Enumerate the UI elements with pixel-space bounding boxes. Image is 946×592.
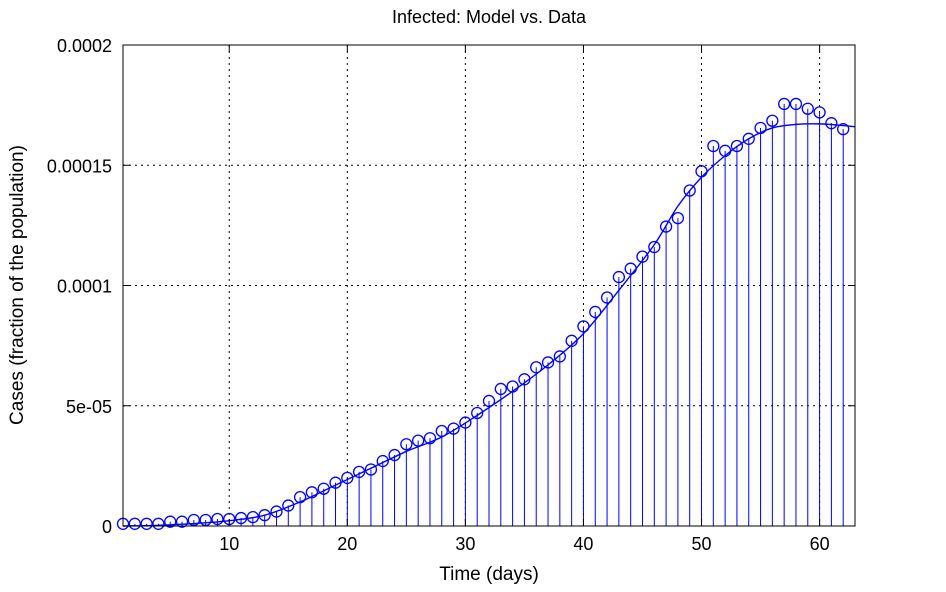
data-point <box>778 97 791 111</box>
data-point <box>423 432 437 445</box>
data-point <box>459 416 472 429</box>
data-point <box>730 139 744 153</box>
data-point <box>648 240 661 254</box>
x-tick-label: 40 <box>573 534 593 554</box>
data-point <box>825 117 838 130</box>
data-point <box>494 382 507 396</box>
y-tick-label: 0 <box>102 517 112 537</box>
data-point <box>164 515 177 528</box>
data-point <box>305 486 319 499</box>
data-point <box>258 509 271 522</box>
data-point <box>199 513 212 527</box>
data-point <box>707 139 720 153</box>
data-point <box>742 132 755 145</box>
data-point <box>447 422 460 435</box>
data-point <box>837 123 850 136</box>
data-point <box>152 517 165 530</box>
ticks: 10 20 30 40 50 60 0 5e-05 0.0001 0.00015 0.0002 <box>47 36 855 554</box>
data-point <box>175 515 189 528</box>
data-point <box>341 471 354 485</box>
data-point <box>789 97 803 111</box>
data-point <box>128 517 141 530</box>
model-curve <box>122 123 856 527</box>
data-point <box>553 350 566 363</box>
y-axis-label: Cases (fraction of the population) <box>7 145 28 425</box>
x-tick-label: 20 <box>337 534 357 554</box>
plot-area <box>116 97 856 530</box>
y-tick-label: 0.0002 <box>57 36 112 56</box>
data-point <box>612 270 626 284</box>
data-point <box>813 106 826 119</box>
data-point <box>530 361 543 374</box>
data-point <box>541 356 555 369</box>
data-point <box>801 102 814 115</box>
data-point <box>482 394 496 408</box>
data-point <box>636 250 649 263</box>
data-point <box>471 406 484 420</box>
x-tick-label: 10 <box>219 534 239 554</box>
data-point <box>400 438 413 451</box>
y-tick-label: 5e-05 <box>66 397 112 417</box>
chart-title: Infected: Model vs. Data <box>392 7 587 27</box>
data-point <box>589 305 602 319</box>
data-point <box>282 499 295 512</box>
data-point <box>187 513 200 527</box>
data-point <box>270 505 283 518</box>
data-point <box>671 212 685 225</box>
y-tick-label: 0.00015 <box>47 156 112 176</box>
data-point <box>577 320 590 333</box>
data-point <box>766 114 779 127</box>
y-tick-label: 0.0001 <box>57 277 112 297</box>
x-tick-label: 50 <box>692 534 712 554</box>
data-point <box>683 184 696 197</box>
x-tick-label: 60 <box>810 534 830 554</box>
data-point <box>364 463 378 476</box>
data-point <box>140 517 153 530</box>
x-tick-label: 30 <box>455 534 475 554</box>
data-point <box>376 454 389 468</box>
data-point <box>211 512 224 526</box>
data-point <box>659 220 673 233</box>
x-axis-label: Time (days) <box>439 564 539 585</box>
data-point <box>754 121 767 135</box>
